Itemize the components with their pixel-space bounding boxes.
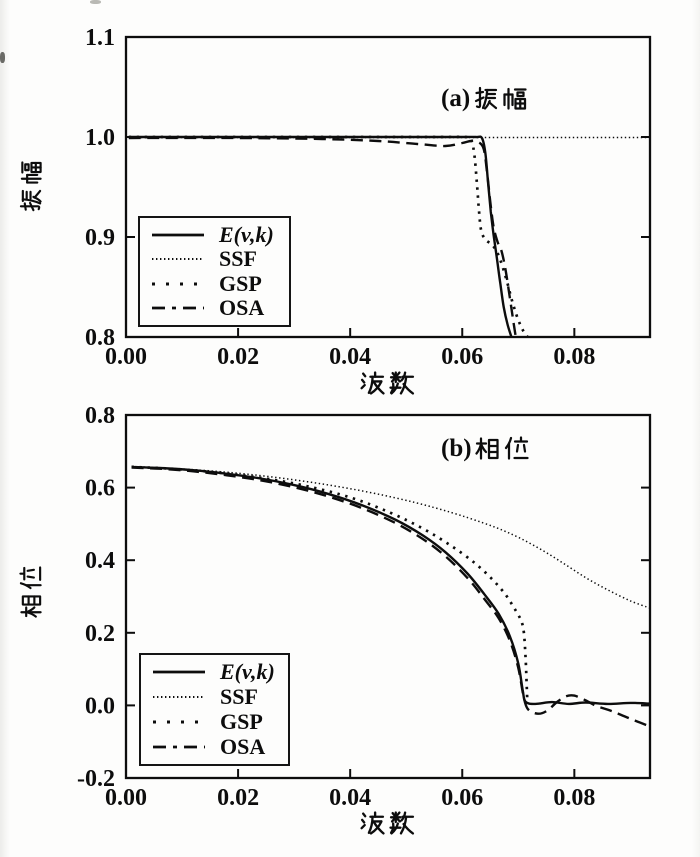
- cjk-glyph: [19, 189, 42, 212]
- x-tick-label: 0.08: [553, 785, 595, 811]
- plot-b-title: (b): [441, 436, 529, 461]
- scan-artifact: [0, 625, 4, 634]
- legend-line-sample: [153, 670, 205, 674]
- x-tick-label: 0.00: [105, 344, 147, 370]
- legend-line-sample: [153, 720, 205, 724]
- plot-b-ylabel-cjk: [19, 566, 43, 618]
- plot-a-xlabel: [359, 370, 415, 396]
- legend-entry-ssf: SSF: [151, 685, 282, 710]
- legend-label: GSP: [220, 708, 263, 734]
- curve-evk: [128, 135, 513, 337]
- legend-line-sample: [153, 696, 205, 699]
- y-tick-label: -0.2: [77, 766, 115, 792]
- plot-area-phase: [131, 465, 650, 728]
- cjk-glyph: [389, 811, 415, 835]
- plot-border: [124, 413, 652, 780]
- y-tick-label: 0.4: [85, 548, 115, 574]
- curve-ssf: [131, 465, 650, 609]
- x-tick-label: 0.06: [441, 344, 483, 370]
- scan-artifact: [0, 52, 5, 63]
- y-tick-label: 0.9: [85, 225, 115, 251]
- plot-a-title-cjk: [473, 86, 527, 111]
- plot-b-xlabel: [359, 810, 415, 836]
- plot-a-title-prefix: (a): [441, 85, 471, 112]
- x-tick-label: 0.06: [441, 785, 483, 811]
- legend-label: OSA: [220, 733, 266, 759]
- cjk-glyph: [475, 86, 498, 110]
- y-tick-label: 0.8: [85, 325, 115, 351]
- cjk-glyph: [20, 161, 42, 184]
- x-tick-label: 0.04: [329, 344, 371, 370]
- legend-amplitude: E(v,k) SSF GSP OSA: [138, 216, 291, 327]
- legend-entry-evk: E(v,k): [151, 660, 282, 685]
- plot-b-ylabel: [19, 566, 43, 618]
- cjk-glyph: [360, 811, 385, 835]
- cjk-glyph: [19, 566, 42, 590]
- x-tick-label: 0.00: [105, 785, 147, 811]
- plot-b-xlabel-cjk: [359, 810, 415, 836]
- plot-b-title-prefix: (b): [441, 435, 472, 462]
- y-tick-label: 0.0: [85, 693, 115, 719]
- x-tick-label: 0.02: [217, 785, 259, 811]
- plot-b-title-cjk: [474, 436, 529, 461]
- legend-line-sample: [152, 282, 204, 286]
- cjk-glyph: [474, 437, 499, 460]
- curve-evk: [131, 465, 650, 706]
- legend-label: SSF: [219, 246, 257, 272]
- cjk-glyph: [504, 436, 529, 460]
- y-tick-label: 0.6: [85, 476, 115, 502]
- legend-label: SSF: [220, 684, 258, 710]
- plot-area-amplitude: [128, 135, 650, 337]
- plot-a-xlabel-cjk: [359, 370, 415, 396]
- cjk-glyph: [503, 87, 527, 110]
- legend-label: E(v,k): [219, 222, 274, 248]
- cjk-glyph: [20, 595, 42, 618]
- cjk-glyph: [389, 371, 415, 395]
- cjk-glyph: [360, 371, 385, 395]
- y-tick-label: 0.2: [85, 621, 115, 647]
- legend-label: GSP: [219, 270, 262, 296]
- plot-a-ylabel: [19, 161, 43, 213]
- scan-artifact: [90, 0, 101, 4]
- plot-border: [124, 35, 652, 339]
- legend-phase: E(v,k) SSF GSP OSA: [139, 653, 290, 766]
- legend-label: OSA: [219, 294, 265, 320]
- legend-entry-osa: OSA: [150, 296, 283, 320]
- plot-a-title: (a): [441, 86, 527, 111]
- legend-line-sample: [152, 233, 204, 237]
- plot-a-ylabel-cjk: [19, 161, 43, 213]
- legend-entry-gsp: GSP: [150, 272, 283, 296]
- x-tick-label: 0.02: [217, 344, 259, 370]
- y-tick-label: 1.1: [85, 25, 115, 51]
- legend-line-sample: [152, 258, 204, 261]
- legend-entry-evk: E(v,k): [150, 223, 283, 247]
- legend-entry-osa: OSA: [151, 734, 282, 759]
- legend-line-sample: [153, 745, 205, 749]
- legend-label: E(v,k): [220, 659, 275, 685]
- legend-entry-ssf: SSF: [150, 247, 283, 271]
- y-tick-label: 1.0: [85, 125, 115, 151]
- x-tick-label: 0.08: [553, 344, 595, 370]
- legend-line-sample: [152, 306, 204, 310]
- legend-entry-gsp: GSP: [151, 710, 282, 735]
- x-tick-label: 0.04: [329, 785, 371, 811]
- y-tick-label: 0.8: [85, 403, 115, 429]
